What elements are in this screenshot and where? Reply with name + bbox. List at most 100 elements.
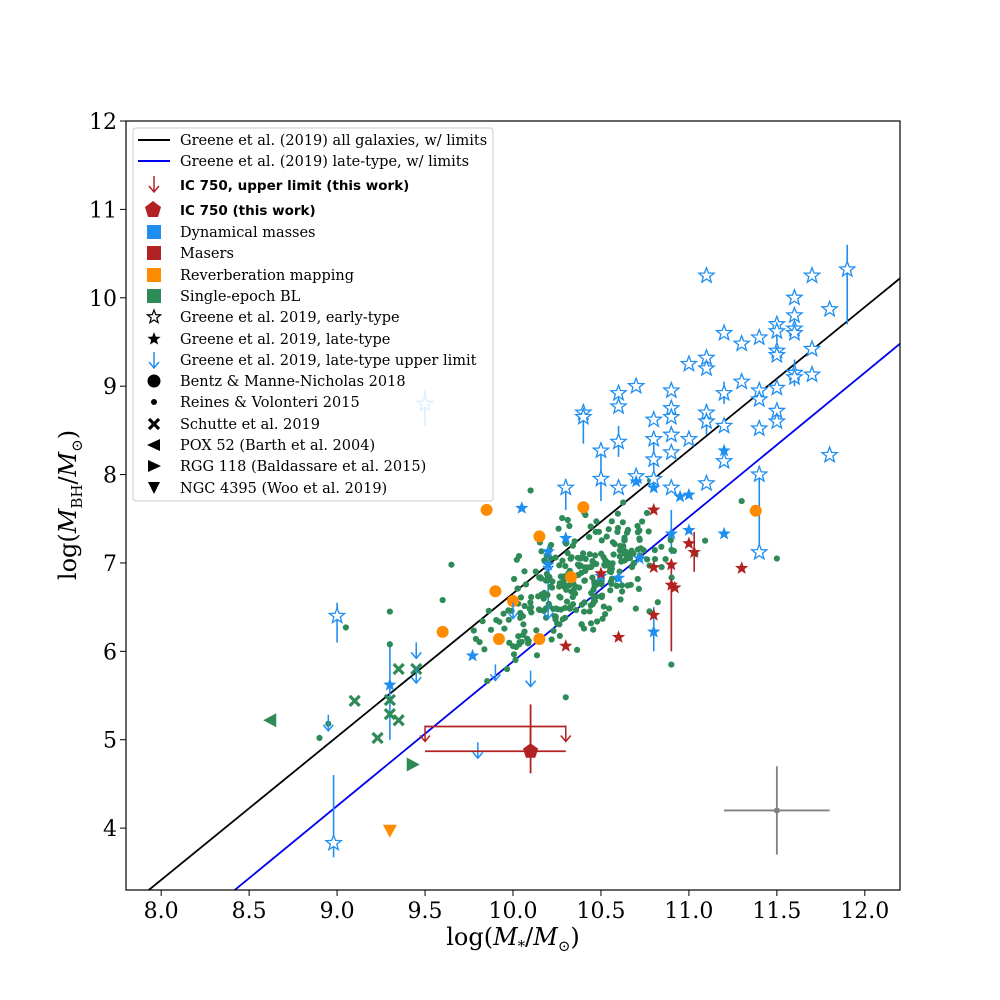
single-epoch-point bbox=[556, 593, 563, 600]
early-type-star bbox=[767, 345, 787, 364]
reverberation-point bbox=[533, 530, 546, 543]
single-epoch-point bbox=[439, 596, 446, 604]
single-epoch-point bbox=[621, 557, 628, 564]
single-epoch-point bbox=[567, 555, 574, 562]
single-epoch-point bbox=[702, 537, 709, 544]
single-epoch-point bbox=[503, 666, 511, 673]
single-epoch-point bbox=[738, 497, 745, 505]
late-type-dynamical-star bbox=[682, 523, 696, 536]
legend-reines-icon bbox=[151, 399, 157, 405]
single-epoch-point bbox=[500, 610, 507, 617]
early-type-star bbox=[679, 429, 699, 448]
single-epoch-point bbox=[470, 627, 477, 634]
single-epoch-point bbox=[574, 646, 581, 654]
x-tick-label: 10.0 bbox=[489, 899, 538, 924]
single-epoch-point bbox=[587, 523, 594, 530]
single-epoch-point bbox=[552, 554, 559, 561]
reverberation-point bbox=[533, 632, 546, 645]
schutte-marker bbox=[392, 714, 405, 727]
early-type-star bbox=[749, 464, 769, 483]
legend-dynamical-icon bbox=[147, 225, 161, 239]
early-type-star bbox=[749, 418, 769, 437]
single-epoch-point bbox=[593, 518, 600, 525]
single-epoch-point bbox=[580, 550, 587, 557]
reverberation-point bbox=[749, 504, 762, 517]
late-type-maser-star bbox=[647, 608, 661, 621]
early-type-star bbox=[732, 371, 752, 390]
legend-ngc4395-icon bbox=[148, 482, 160, 494]
single-epoch-point bbox=[559, 515, 566, 522]
single-epoch-point bbox=[587, 620, 595, 627]
y-tick-label: 4 bbox=[103, 817, 117, 842]
single-epoch-point bbox=[563, 586, 570, 593]
single-epoch-point bbox=[607, 578, 615, 585]
rgg118-marker bbox=[406, 757, 420, 772]
single-epoch-point bbox=[552, 613, 559, 620]
legend-masers: Masers bbox=[180, 246, 234, 262]
legend-late-type: Greene et al. 2019, late-type bbox=[180, 332, 390, 348]
legend-bentz: Bentz & Manne-Nicholas 2018 bbox=[180, 374, 406, 390]
single-epoch-point bbox=[527, 599, 534, 606]
single-epoch-point bbox=[595, 528, 603, 535]
single-epoch-point bbox=[479, 618, 486, 625]
single-epoch-point bbox=[607, 587, 614, 594]
schutte-marker bbox=[371, 731, 384, 745]
single-epoch-point bbox=[556, 562, 563, 569]
single-epoch-point bbox=[547, 583, 554, 590]
reverberation-point bbox=[489, 585, 502, 598]
single-epoch-point bbox=[602, 611, 609, 618]
early-type-star bbox=[749, 542, 769, 561]
legend-single-epoch-icon bbox=[147, 289, 161, 303]
x-tick-label: 12.0 bbox=[840, 899, 889, 924]
single-epoch-point bbox=[634, 529, 642, 536]
single-epoch-point bbox=[556, 583, 563, 590]
early-type-star bbox=[609, 383, 628, 402]
single-epoch-point bbox=[572, 590, 579, 597]
late-type-maser-star bbox=[664, 578, 678, 591]
single-epoch-point bbox=[773, 555, 780, 562]
early-type-star bbox=[732, 333, 752, 352]
late-type-dynamical-star bbox=[682, 487, 696, 501]
reverberation-point bbox=[507, 594, 519, 607]
single-epoch-point bbox=[550, 627, 557, 634]
single-epoch-point bbox=[614, 524, 622, 532]
late-type-dynamical-star bbox=[633, 551, 647, 565]
early-type-star bbox=[661, 442, 681, 461]
y-tick-label: 10 bbox=[89, 287, 117, 312]
early-type-star bbox=[697, 265, 716, 284]
early-star-icon bbox=[145, 308, 163, 325]
single-epoch-point bbox=[639, 518, 646, 525]
schutte-marker bbox=[348, 694, 361, 707]
single-epoch-point bbox=[522, 581, 530, 588]
legend-ic750-icon bbox=[145, 201, 161, 217]
single-epoch-point bbox=[533, 627, 540, 634]
legend-all-galaxies: Greene et al. (2019) all galaxies, w/ li… bbox=[180, 133, 487, 149]
single-epoch-point bbox=[651, 547, 658, 554]
single-epoch-point bbox=[634, 575, 641, 583]
single-epoch-point bbox=[569, 601, 577, 608]
late-type-upper-limit-arrow bbox=[525, 670, 537, 688]
x-tick-label: 8.5 bbox=[232, 899, 267, 924]
single-epoch-point bbox=[542, 577, 550, 584]
single-epoch-point bbox=[501, 625, 508, 632]
late-type-dynamical-star bbox=[541, 544, 555, 558]
single-epoch-point bbox=[508, 607, 515, 614]
single-epoch-point bbox=[535, 593, 542, 600]
legend-pox52-icon bbox=[147, 439, 160, 451]
late-type-maser-star bbox=[647, 502, 661, 516]
early-type-star bbox=[609, 396, 628, 415]
early-type-star bbox=[644, 449, 664, 468]
y-axis-label: log(MBH/M⊙) bbox=[54, 430, 86, 580]
single-epoch-point bbox=[484, 678, 491, 685]
single-epoch-point bbox=[560, 577, 567, 584]
legend-late-type-icon bbox=[147, 332, 161, 345]
single-epoch-point bbox=[506, 639, 513, 646]
single-epoch-point bbox=[668, 574, 675, 581]
early-type-star bbox=[714, 323, 734, 342]
early-type-star bbox=[591, 440, 611, 459]
single-epoch-point bbox=[562, 563, 569, 570]
early-type-star bbox=[714, 451, 734, 470]
single-epoch-point bbox=[548, 541, 555, 549]
single-epoch-point bbox=[562, 694, 569, 701]
